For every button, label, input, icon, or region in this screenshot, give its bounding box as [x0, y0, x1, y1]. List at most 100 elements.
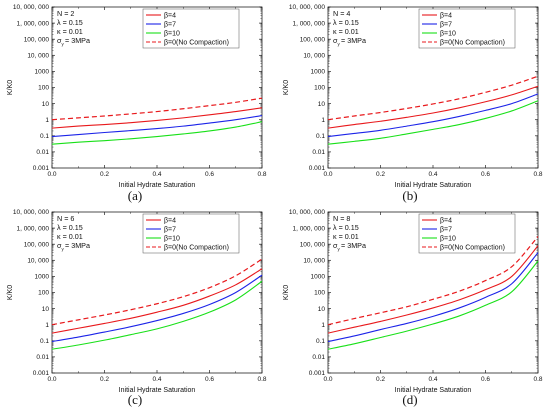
y-tick-label: 1000 [311, 69, 326, 76]
x-axis-label: Initial Hydrate Saturation [119, 182, 196, 189]
panel-caption: (d) [402, 392, 417, 407]
param-lambda: λ = 0.15 [333, 223, 359, 232]
y-tick-label: 10, 000 [27, 53, 49, 60]
legend-label: β=10 [440, 30, 456, 37]
series-line-beta10 [51, 121, 263, 145]
y-tick-label: 1000 [311, 274, 326, 281]
x-tick-label: 0.2 [100, 376, 109, 383]
series-line-beta0 [51, 97, 263, 121]
x-tick-label: 0.2 [376, 171, 385, 178]
y-axis-label: K/K0 [7, 80, 14, 95]
y-tick-label: 0.1 [40, 338, 49, 345]
param-kappa: κ = 0.01 [333, 232, 359, 241]
y-tick-label: 10, 000, 000 [289, 209, 326, 216]
legend-label: β=7 [440, 226, 452, 233]
x-tick-label: 0.6 [205, 376, 214, 383]
x-tick-label: 0.8 [257, 376, 266, 383]
y-tick-label: 1000 [35, 69, 50, 76]
x-tick-label: 0.8 [533, 376, 542, 383]
y-tick-label: 10 [318, 101, 326, 108]
y-tick-label: 10, 000 [303, 258, 325, 265]
series-line-beta10 [51, 280, 263, 350]
param-sigma: σ [57, 241, 62, 250]
series-line-beta10 [327, 100, 539, 145]
y-axis-label: K/K0 [7, 285, 14, 300]
x-tick-label: 0.4 [428, 376, 437, 383]
x-axis-label: Initial Hydrate Saturation [395, 387, 472, 394]
y-tick-label: 1, 000, 000 [16, 225, 49, 232]
y-tick-label: 100, 000 [300, 241, 326, 248]
y-tick-label: 100, 000 [24, 241, 50, 248]
x-tick-label: 0.2 [100, 171, 109, 178]
y-tick-label: 1 [45, 322, 49, 329]
x-tick-label: 0.4 [428, 171, 437, 178]
x-axis-label: Initial Hydrate Saturation [119, 387, 196, 394]
y-tick-label: 1 [321, 117, 325, 124]
param-kappa: κ = 0.01 [57, 232, 83, 241]
y-tick-label: 10, 000 [27, 258, 49, 265]
chart-panel: 0.001 0.01 0.1 1 10 100 1000 10, 000 100, 000 1, … [7, 209, 267, 394]
y-tick-label: 1000 [35, 274, 50, 281]
param-sigma-subscript: y [62, 247, 65, 252]
x-tick-label: 0.4 [152, 171, 161, 178]
series-line-beta7 [51, 115, 263, 138]
y-tick-label: 100 [38, 85, 49, 92]
param-sigma: σ [333, 36, 338, 45]
y-tick-label: 0.01 [36, 354, 49, 361]
x-axis-label: Initial Hydrate Saturation [395, 182, 472, 189]
y-tick-label: 0.001 [33, 165, 50, 172]
y-tick-label: 0.001 [33, 370, 50, 377]
legend-label: β=0(No Compaction) [164, 244, 229, 251]
legend-label: β=0(No Compaction) [440, 244, 505, 251]
y-tick-label: 1, 000, 000 [292, 225, 325, 232]
param-sigma: σ [57, 36, 62, 45]
y-tick-label: 0.1 [316, 133, 325, 140]
legend-label: β=7 [164, 21, 176, 28]
param-sigma-value: = 3MPa [65, 241, 90, 250]
x-tick-label: 0.6 [481, 171, 490, 178]
y-tick-label: 10, 000 [303, 53, 325, 60]
y-tick-label: 100, 000 [24, 36, 50, 43]
series-line-beta7 [51, 274, 263, 343]
series-line-beta7 [327, 252, 539, 343]
x-tick-label: 0.0 [323, 171, 332, 178]
y-tick-label: 0.1 [40, 133, 49, 140]
y-axis-label: K/K0 [283, 285, 290, 300]
legend-label: β=4 [164, 217, 176, 224]
y-tick-label: 1, 000, 000 [16, 20, 49, 27]
param-sigma-value: = 3MPa [341, 241, 366, 250]
x-tick-label: 0.6 [205, 171, 214, 178]
param-n: N = 4 [333, 9, 350, 18]
chart-panel: 0.001 0.01 0.1 1 10 100 1000 10, 000 100, 000 1, … [283, 209, 543, 394]
legend-label: β=4 [440, 217, 452, 224]
param-sigma-value: = 3MPa [65, 36, 90, 45]
param-n: N = 2 [57, 9, 74, 18]
param-sigma-subscript: y [338, 247, 341, 252]
y-tick-label: 1 [321, 322, 325, 329]
legend-label: β=10 [164, 30, 180, 37]
y-tick-label: 0.1 [316, 338, 325, 345]
legend-label: β=0(No Compaction) [164, 39, 229, 46]
param-kappa: κ = 0.01 [57, 27, 83, 36]
param-lambda: λ = 0.15 [57, 223, 83, 232]
y-tick-label: 10, 000, 000 [289, 4, 326, 11]
series-line-beta4 [327, 85, 539, 129]
series-line-beta10 [327, 260, 539, 350]
y-tick-label: 0.01 [36, 149, 49, 156]
param-n: N = 6 [57, 214, 74, 223]
y-tick-label: 0.001 [309, 165, 326, 172]
x-tick-label: 0.0 [323, 376, 332, 383]
legend-label: β=10 [164, 235, 180, 242]
x-tick-label: 0.4 [152, 376, 161, 383]
legend-label: β=7 [440, 21, 452, 28]
param-lambda: λ = 0.15 [57, 18, 83, 27]
series-line-beta7 [327, 93, 539, 138]
x-tick-label: 0.8 [533, 171, 542, 178]
series-line-beta4 [51, 268, 263, 334]
y-tick-label: 0.01 [312, 149, 325, 156]
legend-label: β=7 [164, 226, 176, 233]
panel-caption: (b) [402, 188, 417, 203]
x-tick-label: 0.0 [47, 171, 56, 178]
param-sigma-subscript: y [62, 42, 65, 47]
